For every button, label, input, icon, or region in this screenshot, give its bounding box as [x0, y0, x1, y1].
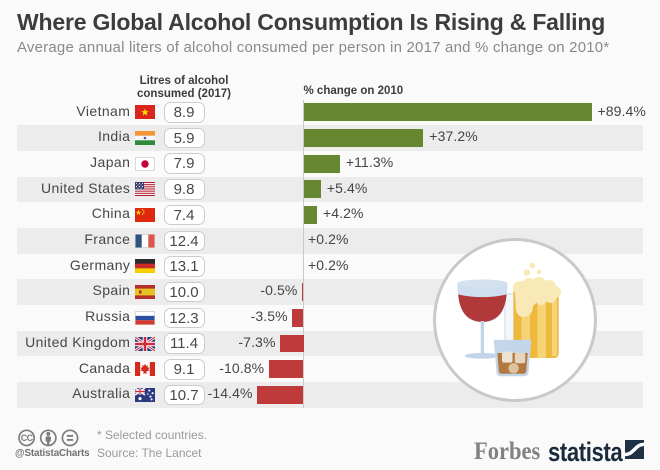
svg-text:CC: CC	[21, 433, 34, 443]
